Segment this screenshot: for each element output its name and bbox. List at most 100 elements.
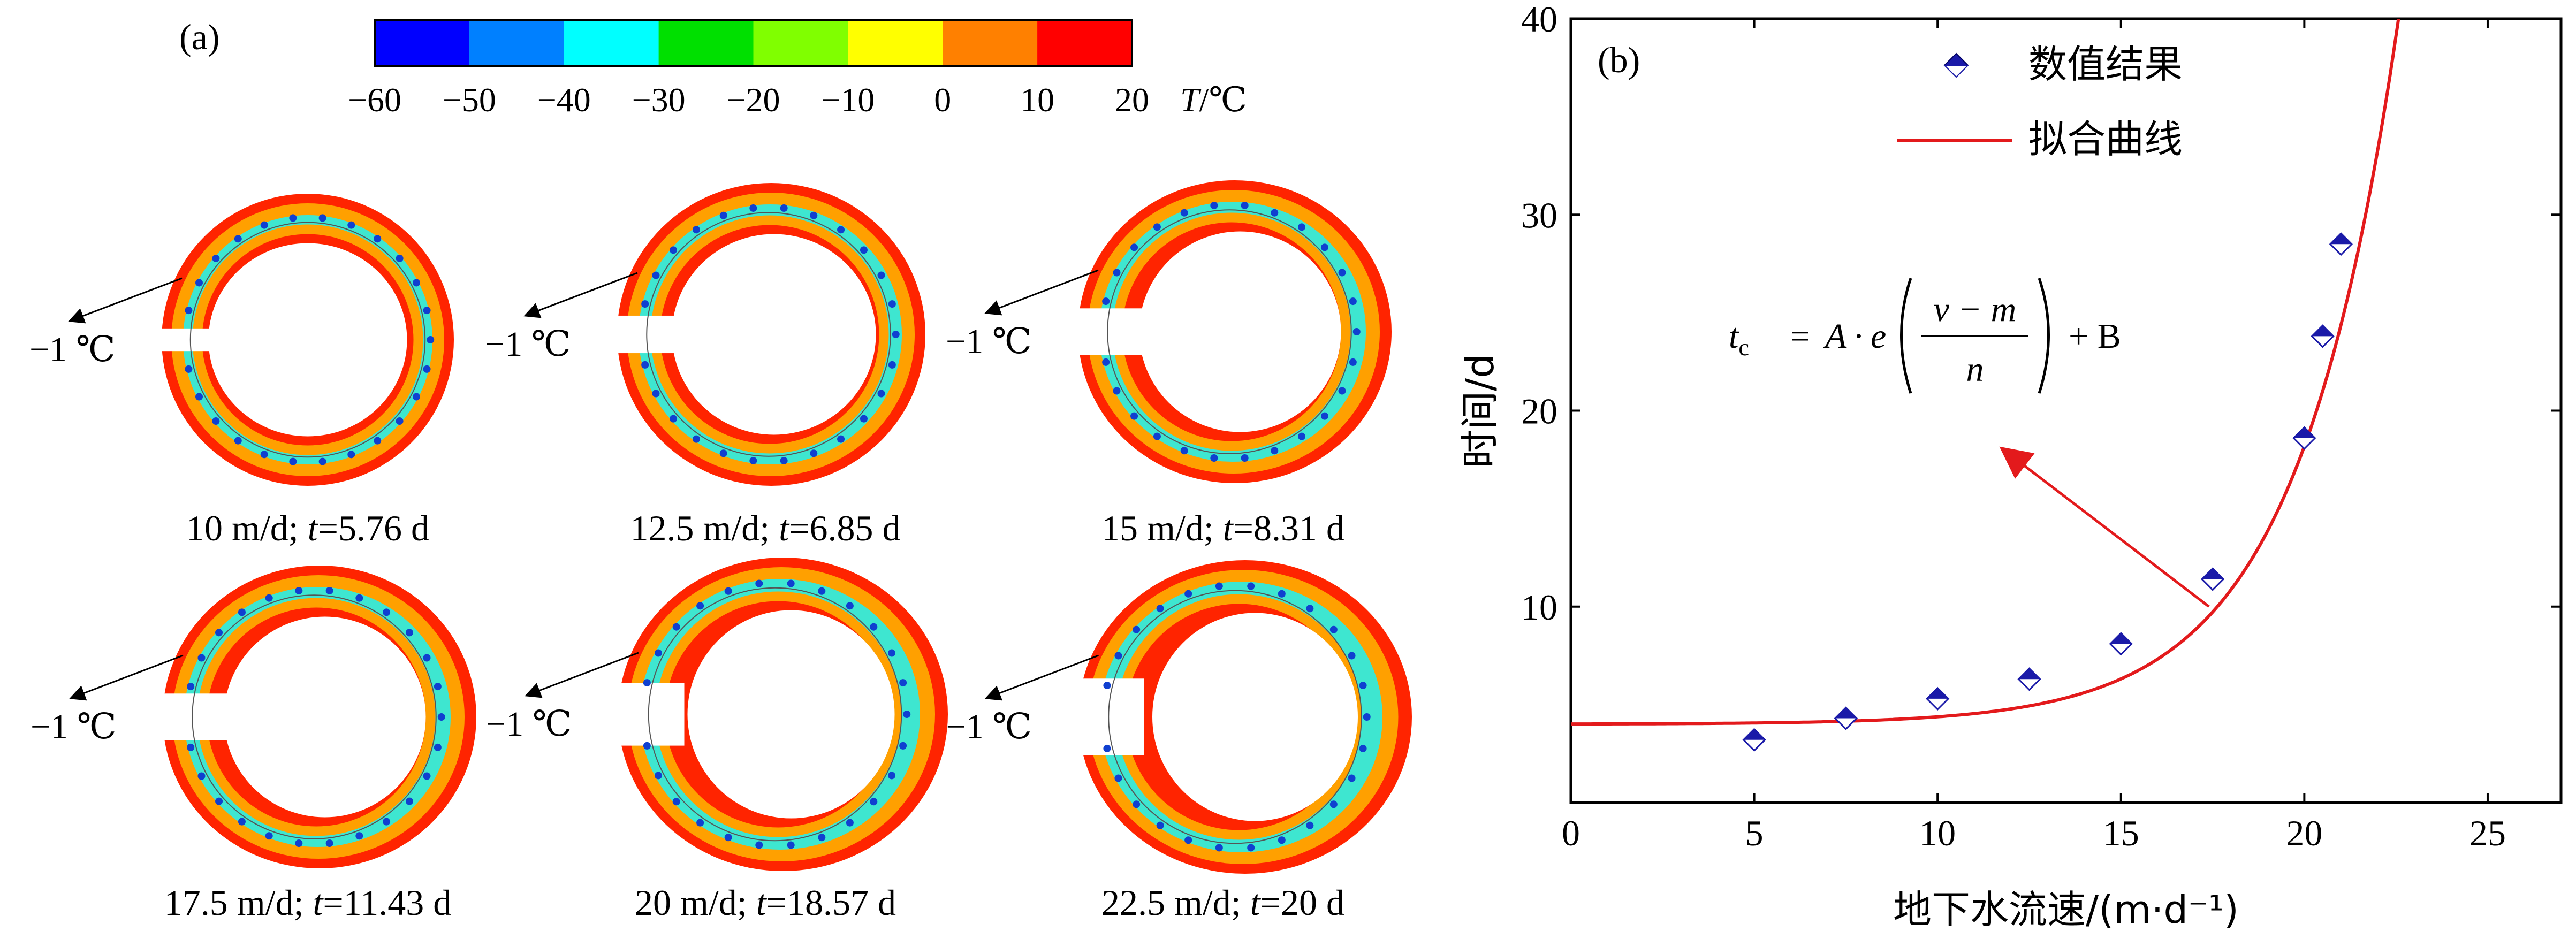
freeze-pipe	[1271, 209, 1279, 217]
freeze-pipe	[1278, 590, 1286, 598]
freeze-pipe	[234, 235, 242, 243]
freeze-pipe	[1180, 447, 1188, 455]
y-tick-label: 30	[1521, 195, 1557, 235]
freeze-pipe	[260, 451, 268, 459]
freeze-pipe	[1114, 774, 1122, 782]
freeze-pipe	[1114, 652, 1122, 660]
freeze-pipe	[437, 713, 445, 721]
caption-time-symbol: t	[756, 882, 768, 923]
freeze-pipe	[846, 819, 854, 827]
colorbar-tick-label: 10	[1020, 81, 1054, 119]
freeze-pipe	[1113, 269, 1121, 277]
colorbar-unit: T/℃	[1180, 81, 1247, 119]
equation-equals: =	[1790, 317, 1810, 356]
caption-time-symbol: t	[1223, 508, 1234, 548]
freeze-pipe	[238, 818, 246, 826]
freeze-pipe	[1329, 800, 1338, 808]
unfrozen-core	[208, 243, 407, 437]
equation-pointer-arrow	[1999, 446, 2210, 608]
isotherm-label: −1 ℃	[31, 707, 117, 746]
freeze-pipe	[860, 246, 868, 254]
freeze-pipe	[412, 279, 420, 287]
caption-velocity: 12.5 m/d;	[630, 508, 779, 548]
equation-left-paren	[1900, 278, 1912, 394]
freeze-pipe	[860, 415, 868, 423]
freeze-pipe	[185, 365, 193, 373]
y-axis-label: 时间/d	[1457, 354, 1502, 468]
caption-velocity: 10 m/d;	[186, 508, 308, 548]
freeze-pipe	[289, 214, 297, 222]
freeze-pipe	[1348, 652, 1356, 660]
freeze-pipe	[374, 235, 382, 243]
freeze-pipe	[892, 331, 900, 338]
freeze-pipe	[423, 772, 431, 780]
isotherm-pointer	[523, 272, 638, 318]
isotherm-label: −1 ℃	[946, 707, 1032, 746]
freezing-ring-plot: −1 ℃ 20 m/d; t=18.57 d	[486, 558, 948, 923]
fit-equation: tc = A · e v − m n + B	[1729, 278, 2121, 394]
panel-a: (a) −60 −50 −40 −30 −20 −10 0 10 20 T/℃ −1 ℃ 10 m…	[29, 17, 1412, 923]
data-point	[1742, 728, 1766, 752]
freeze-pipe	[837, 435, 845, 443]
unfrozen-core	[672, 234, 876, 435]
isotherm-pointer	[984, 269, 1099, 316]
y-tick-label: 40	[1521, 0, 1557, 40]
isotherm-label: −1 ℃	[485, 325, 571, 364]
freeze-pipe	[1130, 412, 1138, 420]
freeze-pipe	[1184, 836, 1192, 844]
design-circle	[648, 587, 902, 842]
freezing-ring-plot: −1 ℃ 15 m/d; t=8.31 d	[946, 180, 1392, 548]
freeze-pipe	[719, 211, 727, 219]
colorbar-tick-label: 20	[1115, 81, 1149, 119]
freeze-pipe	[780, 457, 788, 465]
caption-time-value: =18.57 d	[766, 882, 896, 923]
caption-time-value: =8.31 d	[1233, 508, 1344, 548]
freeze-pipe	[749, 457, 757, 465]
unfrozen-core	[1152, 613, 1358, 821]
data-point	[1834, 706, 1858, 730]
legend: 数值结果 拟合曲线	[1897, 42, 2183, 162]
freeze-pipe	[434, 743, 442, 751]
freeze-pipe	[1271, 447, 1279, 455]
freeze-pipe	[1338, 269, 1346, 277]
data-point	[2200, 567, 2225, 591]
freeze-pipe	[295, 839, 303, 848]
freeze-pipe	[1278, 836, 1286, 844]
freeze-pipe	[652, 390, 660, 398]
equation-A: A	[1823, 317, 1847, 356]
freeze-pipe	[1306, 605, 1314, 613]
design-circle	[1108, 590, 1362, 844]
x-tick-label: 25	[2469, 813, 2506, 853]
freeze-pipe	[396, 254, 404, 262]
design-circle	[646, 212, 891, 457]
freeze-pipe	[1320, 243, 1328, 251]
freeze-pipe	[643, 679, 651, 687]
freeze-pipe	[719, 449, 727, 457]
freeze-pipe	[877, 390, 885, 398]
freeze-pipe	[643, 742, 651, 750]
freeze-pipe	[187, 683, 195, 691]
caption-time-value: =5.76 d	[318, 508, 429, 548]
equation-e: e	[1871, 317, 1886, 356]
freeze-pipe	[670, 415, 678, 423]
colorbar-segment	[658, 20, 754, 66]
freeze-pipe	[818, 587, 826, 595]
ring-caption: 10 m/d; t=5.76 d	[186, 508, 429, 548]
caption-time-value: =20 d	[1260, 882, 1344, 923]
freeze-pipe	[318, 214, 326, 222]
freeze-pipe	[1349, 297, 1357, 306]
freeze-pipe	[1103, 744, 1111, 752]
colorbar-tick-label: 0	[934, 81, 951, 119]
x-tick-label: 0	[1562, 813, 1580, 853]
colorbar-unit-suffix: /℃	[1199, 81, 1247, 119]
freeze-pipe	[405, 629, 413, 637]
isotherm-label: −1 ℃	[29, 330, 116, 369]
caption-time-value: =6.85 d	[789, 508, 900, 548]
freeze-pipe	[1306, 821, 1314, 829]
equation-lhs: tc	[1729, 317, 1749, 361]
colorbar-tick-label: −30	[632, 81, 686, 119]
caption-time-symbol: t	[308, 508, 319, 548]
isotherm-label: −1 ℃	[946, 322, 1032, 361]
freeze-pipe	[295, 586, 303, 594]
unfrozen-core	[1139, 231, 1341, 432]
